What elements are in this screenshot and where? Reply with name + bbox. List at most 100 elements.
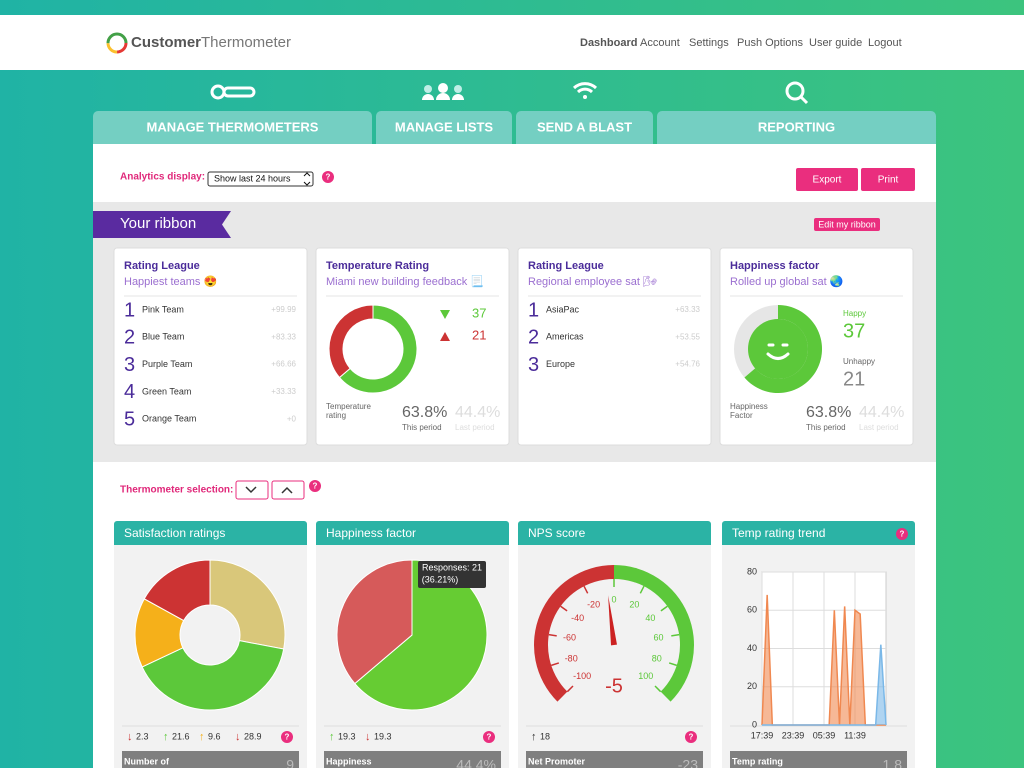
logo-text: Customer [131,34,201,51]
row-name: Blue Team [142,332,184,342]
help-icon[interactable] [322,171,334,183]
header [0,15,1024,70]
gauge-label: 0 [611,594,616,604]
metric-label: Factor [730,411,753,420]
metric-caption: Last period [859,423,899,432]
gauge-tick [660,605,668,612]
tooltip-text: (36.21%) [422,574,459,584]
nav-link[interactable]: Logout [868,37,902,49]
tab-label: MANAGE LISTS [395,119,494,134]
card-title: Temperature Rating [326,260,429,272]
row-name: Purple Team [142,359,192,369]
row-score: +54.76 [675,360,700,369]
select[interactable] [207,171,314,187]
row-name: Americas [546,332,584,342]
nav-link[interactable]: Dashboard [580,37,637,49]
segment [338,304,418,394]
tab[interactable] [516,111,653,144]
metric-label: Temperature [326,402,371,411]
row-score: +33.33 [271,387,296,396]
help-text: ? [900,530,905,539]
rank: 1 [528,299,539,321]
card-subtitle: Miami new building feedback 📃 [326,275,484,288]
gauge-label: -60 [563,632,576,642]
help-icon[interactable] [483,731,495,743]
line [762,644,887,726]
stat-value: 21.6 [172,731,190,741]
row-score: +66.66 [271,360,296,369]
metric-label: Happiness [730,402,768,411]
footer-label: Temp rating [732,756,783,766]
widget-footer [122,751,299,768]
x-tick-label: 17:39 [751,730,774,740]
metric-current: 63.8% [806,404,851,421]
stat-arrow: ↓ [365,731,371,743]
gauge-band [534,565,614,702]
widget-footer [730,751,907,768]
nav-link[interactable]: Push Options [737,37,804,49]
rank: 1 [124,299,135,321]
arrow-down [440,310,450,319]
gauge-tick [654,685,662,693]
tab[interactable] [657,111,936,144]
segment [143,559,211,622]
nav-link[interactable]: Account [640,37,680,49]
row-name: Europe [546,359,575,369]
y-tick-label: 40 [747,643,757,653]
tab[interactable] [93,111,372,144]
gauge-label: -100 [573,671,591,681]
help-text: ? [689,733,694,742]
footer-value: -23 [678,757,698,768]
help-text: ? [285,733,290,742]
card-title: Rating League [528,260,604,272]
footer-label: Number of [124,756,170,766]
footer-label: Happiness [326,756,372,766]
card-title: Happiness factor [730,260,820,272]
button[interactable] [814,218,880,231]
help-icon[interactable] [685,731,697,743]
gauge-tick [566,685,574,693]
metric-last: 44.4% [455,404,500,421]
footer-value: 1.8 [883,757,903,768]
stat-arrow: ↓ [235,731,241,743]
segment [141,640,285,711]
rank: 2 [528,327,539,349]
metric-caption: Last period [455,423,495,432]
count: 37 [472,305,486,320]
ribbon-title: Your ribbon [120,215,196,232]
gauge-band [614,565,694,702]
stat-value: 18 [540,731,550,741]
gauge-tick [668,662,678,667]
button[interactable] [796,168,858,191]
rank: 5 [124,408,135,430]
rank: 2 [124,327,135,349]
row-name: Orange Team [142,414,196,424]
help-icon[interactable] [896,528,908,540]
widget-header [518,521,711,545]
gauge-label: 20 [629,599,639,609]
help-icon[interactable] [309,480,321,492]
gauge-value: -5 [605,675,623,697]
count: 21 [472,327,486,342]
segment [328,304,374,379]
stat-value: 9.6 [208,731,221,741]
tab[interactable] [376,111,512,144]
footer-value: 44.4% [456,757,496,768]
gauge-label: 100 [638,671,653,681]
rank: 3 [124,354,135,376]
button[interactable] [861,168,915,191]
row-name: Pink Team [142,304,184,314]
gauge-label: 60 [653,632,663,642]
nav-link[interactable]: Settings [689,37,729,49]
widget-header [316,521,509,545]
nav-link[interactable]: User guide [809,37,862,49]
help-text: ? [326,173,331,182]
gauge-tick [548,633,557,637]
y-tick-label: 0 [752,719,757,729]
chevron [245,486,257,494]
widget-title: Temp rating trend [732,526,825,540]
row-score: +99.99 [271,305,296,314]
help-icon[interactable] [281,731,293,743]
widget-title: NPS score [528,526,586,540]
